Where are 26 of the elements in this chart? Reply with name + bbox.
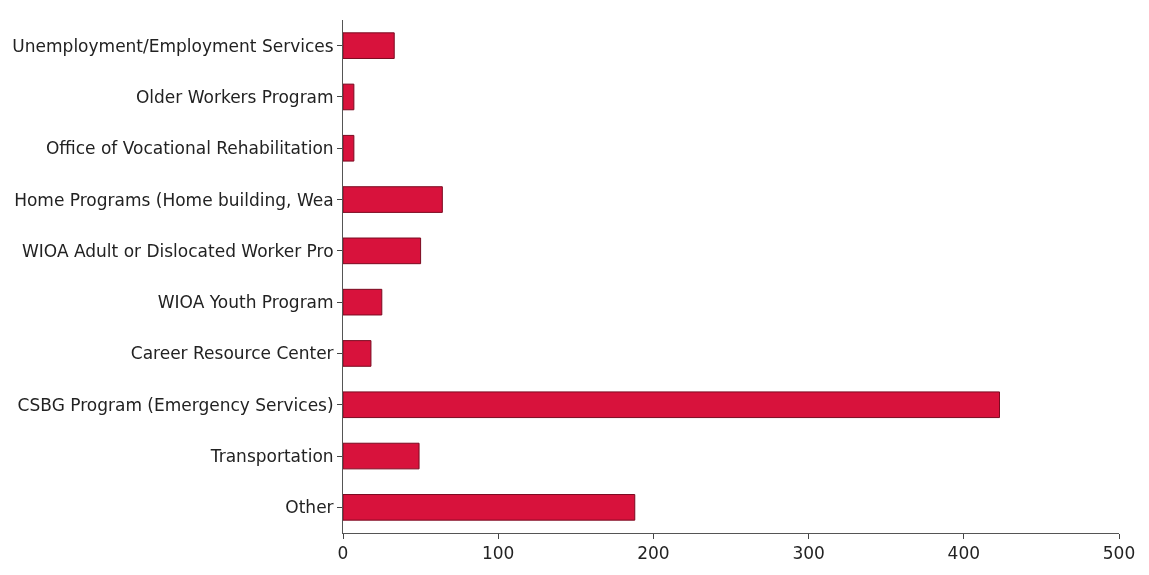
y-tick-label: Other [285, 497, 334, 518]
y-tick-label: Career Resource Center [130, 343, 334, 364]
bar [343, 134, 355, 162]
bar [343, 83, 355, 111]
bar [343, 391, 1000, 419]
y-tick-label: Unemployment/Employment Services [12, 35, 334, 56]
y-tick-label: CSBG Program (Emergency Services) [17, 394, 334, 415]
bar [343, 186, 443, 213]
x-tick-label: 100 [481, 543, 515, 564]
bar [343, 340, 372, 367]
y-tick-label: Office of Vocational Rehabilitation [45, 138, 334, 159]
bar [343, 32, 395, 59]
y-tick-label: Transportation [209, 446, 334, 466]
bar [343, 442, 420, 470]
y-tick-label: Home Programs (Home building, Wea [14, 189, 334, 210]
x-tick-label: 400 [947, 543, 981, 564]
x-tick-label: 0 [337, 543, 349, 564]
x-tick-label: 500 [1102, 543, 1136, 564]
y-tick-label: WIOA Adult or Dislocated Worker Pro [22, 240, 334, 261]
y-tick-label: Older Workers Program [135, 86, 334, 107]
bar [343, 288, 383, 316]
bar [343, 494, 636, 521]
y-tick-label: WIOA Youth Program [157, 292, 334, 313]
x-tick-label: 300 [792, 543, 825, 564]
x-tick-label: 200 [637, 543, 670, 564]
bar [343, 237, 422, 265]
